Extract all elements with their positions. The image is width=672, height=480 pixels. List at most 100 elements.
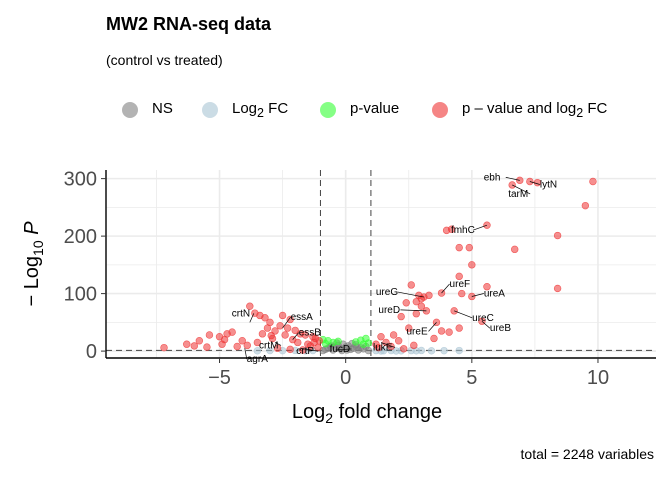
x-tick-label: 5 xyxy=(466,367,477,389)
data-point xyxy=(286,315,294,324)
annotation-label-crtP: crtP xyxy=(296,346,314,357)
legend-both-label: p – value and log2 FC xyxy=(462,100,608,120)
annotation-leader xyxy=(454,310,473,319)
annotation-label-ureF: ureF xyxy=(450,279,471,290)
data-point xyxy=(417,302,426,310)
annotation-label-lukE: lukE xyxy=(373,342,393,353)
data-point xyxy=(253,347,262,355)
data-point xyxy=(263,324,272,332)
data-point xyxy=(455,272,463,281)
data-point xyxy=(258,330,267,338)
data-point xyxy=(195,337,204,345)
data-point xyxy=(455,243,463,252)
data-point xyxy=(315,337,323,345)
chart-title: MW2 RNA-seq data xyxy=(106,14,272,34)
annotation-leader xyxy=(471,293,484,297)
data-point xyxy=(261,314,269,322)
data-point xyxy=(483,283,491,291)
legend-item-ns: NS xyxy=(122,100,173,120)
annotation-leader xyxy=(292,332,299,340)
data-point xyxy=(273,344,282,352)
annotation-leader xyxy=(428,322,437,332)
annotation-leader xyxy=(249,313,255,323)
y-axis-title: − Log10 P xyxy=(21,221,46,307)
x-tick-label: −5 xyxy=(208,367,231,389)
annotation-label-essA: essA xyxy=(291,312,314,323)
data-point xyxy=(291,326,299,335)
y-tick-label: 300 xyxy=(64,169,97,191)
caption: total = 2248 variables xyxy=(520,446,654,462)
x-tick-label: 10 xyxy=(587,367,609,389)
data-point xyxy=(412,310,421,318)
data-point xyxy=(410,341,418,350)
legend-log2fc-dot xyxy=(202,102,218,118)
annotation-leader xyxy=(380,342,396,348)
data-point xyxy=(359,340,368,348)
annotation-leader xyxy=(529,181,540,185)
x-axis-title: Log2 fold change xyxy=(292,401,442,426)
annotations: ebh lytN tarM fmhC ureG ureF ureA ureD ureC ureE u… xyxy=(232,172,557,365)
annotation-label-tarM: tarM xyxy=(508,189,528,200)
data-point xyxy=(233,342,241,351)
data-point xyxy=(445,328,453,336)
annotation-leader xyxy=(300,347,319,352)
data-point xyxy=(458,289,466,298)
data-point xyxy=(553,231,562,240)
data-point xyxy=(402,299,410,307)
data-point xyxy=(294,338,302,347)
data-point xyxy=(430,334,438,343)
data-point xyxy=(442,226,451,235)
y-tick-label: 0 xyxy=(86,341,97,363)
data-point xyxy=(183,340,191,348)
annotation-label-lytN: lytN xyxy=(540,179,557,190)
legend-pvalue-label: p-value xyxy=(350,100,400,117)
data-point xyxy=(405,324,413,332)
data-point xyxy=(516,176,524,185)
data-point xyxy=(321,339,330,348)
data-point xyxy=(267,331,275,340)
data-point xyxy=(276,322,284,330)
data-point xyxy=(205,331,214,339)
data-point xyxy=(440,346,448,355)
data-point xyxy=(218,340,226,348)
annotation-label-fmhC: fmhC xyxy=(451,225,475,236)
annotation-leader xyxy=(282,316,291,329)
data-point xyxy=(286,345,294,354)
annotation-label-ureD: ureD xyxy=(378,305,400,316)
annotation-label-ureE: ureE xyxy=(407,326,428,337)
annotation-leader xyxy=(400,309,427,312)
data-point xyxy=(190,342,199,350)
data-point xyxy=(511,245,519,254)
data-point xyxy=(387,342,395,351)
annotation-leader xyxy=(481,320,491,329)
legend-item-pvalue-and-log2fc: p – value and log2 FC xyxy=(432,100,607,120)
legend-log2fc-label: Log2 FC xyxy=(232,100,289,120)
annotation-leader xyxy=(274,342,282,346)
series-2 xyxy=(319,334,373,348)
data-point xyxy=(437,327,446,335)
data-point xyxy=(581,201,590,210)
grid xyxy=(106,170,656,358)
data-point xyxy=(382,338,390,347)
legend-ns-dot xyxy=(122,102,138,118)
annotation-label-crtN: crtN xyxy=(232,308,250,319)
chart-subtitle: (control vs treated) xyxy=(106,52,223,68)
legend-item-log2fc: Log2 FC xyxy=(202,100,288,120)
data-point xyxy=(266,346,274,355)
data-point xyxy=(203,343,211,351)
data-point xyxy=(228,328,236,336)
annotation-leader xyxy=(505,177,520,181)
data-point xyxy=(160,343,168,352)
data-point xyxy=(412,297,421,306)
legend-both-dot xyxy=(432,102,448,118)
data-point xyxy=(377,333,385,341)
annotation-leader xyxy=(397,291,424,298)
data-point xyxy=(253,338,262,347)
data-point xyxy=(407,281,415,289)
data-point xyxy=(455,346,463,355)
data-point xyxy=(283,324,292,332)
data-point xyxy=(589,177,597,186)
annotation-label-crtM: crtM xyxy=(259,340,278,351)
data-point xyxy=(246,302,254,310)
